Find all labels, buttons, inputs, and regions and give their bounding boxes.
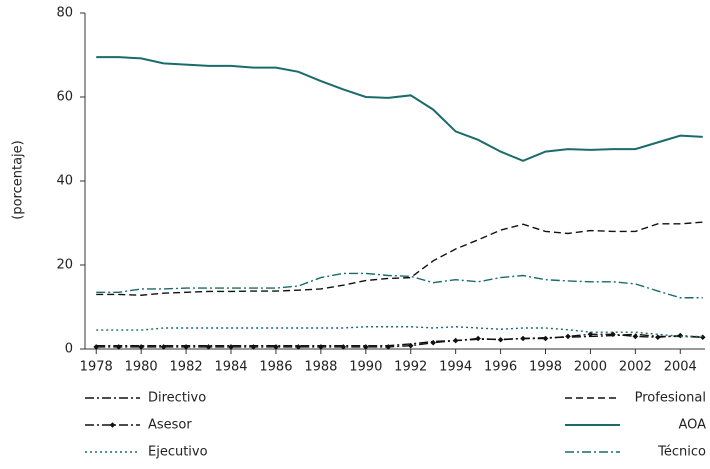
point-marker <box>228 344 234 350</box>
point-marker <box>520 335 526 342</box>
point-marker <box>385 344 392 350</box>
legend-label: Asesor <box>148 418 192 433</box>
x-tick-label: 1984 <box>214 360 247 375</box>
series-line <box>96 56 703 162</box>
y-tick-label: 40 <box>56 174 73 189</box>
x-tick-label: 1996 <box>484 360 517 375</box>
point-marker <box>183 344 189 350</box>
point-marker <box>497 336 504 343</box>
point-marker <box>632 333 639 340</box>
x-tick-label: 1978 <box>80 360 113 375</box>
point-marker <box>542 335 549 342</box>
y-tick-label: 0 <box>65 342 73 357</box>
x-tick-label: 2002 <box>619 360 652 375</box>
point-marker <box>407 342 414 349</box>
point-marker <box>160 344 167 350</box>
legend-label: Directivo <box>148 391 206 406</box>
x-tick-label: 2004 <box>664 360 697 375</box>
point-marker <box>115 344 122 350</box>
x-tick-label: 1990 <box>349 360 382 375</box>
x-tick-label: 2000 <box>574 360 607 375</box>
point-marker <box>362 344 369 350</box>
point-marker <box>699 334 706 341</box>
legend-marker <box>109 422 116 428</box>
x-tick-label: 1998 <box>529 360 562 375</box>
y-tick-label: 60 <box>56 90 73 105</box>
series-line <box>96 333 703 347</box>
x-tick-label: 1994 <box>439 360 472 375</box>
x-tick-label: 1980 <box>125 360 158 375</box>
x-tick-label: 1982 <box>170 360 203 375</box>
point-marker <box>655 334 661 341</box>
legend-label: AOA <box>678 418 706 433</box>
x-tick-label: 1992 <box>394 360 427 375</box>
point-marker <box>93 344 100 350</box>
point-marker <box>318 344 324 350</box>
series-line <box>96 221 703 296</box>
point-marker <box>565 333 571 340</box>
series-line <box>96 326 703 338</box>
x-tick-label: 1986 <box>259 360 292 375</box>
point-marker <box>205 344 212 350</box>
point-marker <box>475 335 481 342</box>
point-marker <box>340 344 347 350</box>
series-line <box>96 333 703 348</box>
point-marker <box>138 344 144 350</box>
point-marker <box>273 344 279 350</box>
x-tick-label: 1988 <box>304 360 337 375</box>
point-marker <box>677 332 684 339</box>
point-marker <box>452 337 459 344</box>
point-marker <box>610 331 616 338</box>
legend-label: Técnico <box>657 445 706 460</box>
legend-label: Ejecutivo <box>148 445 208 460</box>
point-marker <box>430 339 436 346</box>
legend-label: Profesional <box>635 391 706 406</box>
y-tick-label: 20 <box>56 258 73 273</box>
point-marker <box>295 344 302 350</box>
y-axis-label: (porcentaje) <box>11 140 26 219</box>
series-line <box>96 272 703 299</box>
point-marker <box>250 344 257 350</box>
y-tick-label: 80 <box>56 6 73 21</box>
